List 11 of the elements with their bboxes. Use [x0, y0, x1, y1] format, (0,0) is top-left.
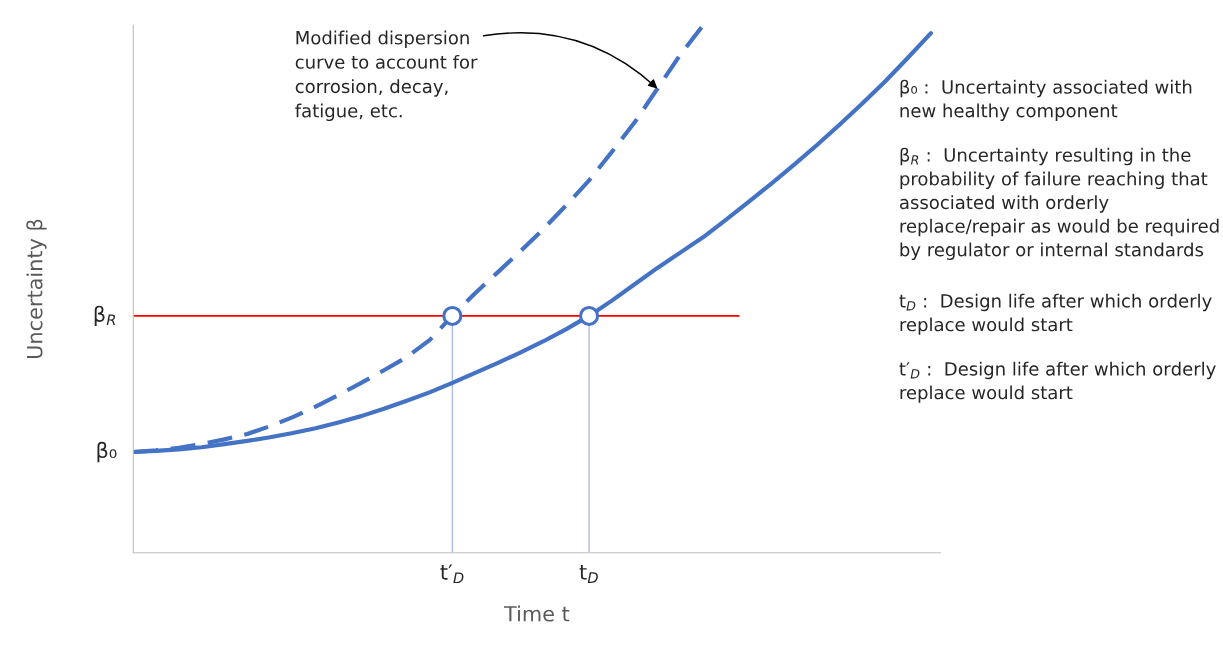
y-axis-title: Uncertainty β — [26, 219, 47, 359]
annotation: β₀ : Uncertainty associated with new healthy component — [900, 79, 1192, 121]
x-tick-label: t′$_{D}$ — [440, 564, 464, 584]
text: β₀ — [97, 441, 117, 463]
annotation: t′$_{D}$ : Design life after which orderly replace would start — [899, 361, 1216, 403]
x-tick-label: t$_{D}$ — [579, 564, 598, 583]
x-axis-title: Time t — [503, 605, 570, 622]
annotation: β$_{R}$ : Uncertainty resulting in the probability of failure reaching that associated with orderly replace/repair as would be required by regulator or internal standards — [899, 147, 1219, 260]
ref-line-label: β$_{R}$ — [94, 305, 116, 326]
annotation: Modified dispersion curve to account for corrosion, decay, fatigue, etc. — [295, 30, 478, 122]
annotation: t$_{D}$ : Design life after which orderly replace would start — [899, 293, 1212, 335]
